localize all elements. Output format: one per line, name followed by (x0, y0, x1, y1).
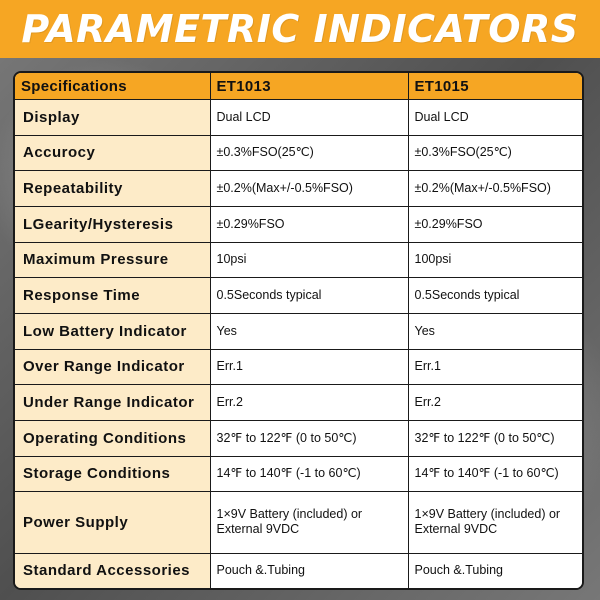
et1015-value: Err.1 (407, 348, 582, 386)
et1013-value: Err.2 (209, 384, 409, 421)
et1013-value: Dual LCD (209, 99, 409, 136)
title-banner: PARAMETRIC INDICATORS (0, 0, 600, 58)
row-label: LGearity/Hysteresis (15, 205, 211, 243)
table-row: Power Supply 1×9V Battery (included) or … (15, 491, 582, 554)
header-specifications: Specifications (15, 73, 211, 100)
row-label: Standard Accessories (15, 552, 211, 588)
row-label: Operating Conditions (15, 419, 211, 457)
row-label: Maximum Pressure (15, 241, 211, 279)
et1013-value: Pouch &.Tubing (209, 552, 409, 588)
et1015-value: Yes (407, 312, 582, 350)
et1015-value: 100psi (407, 241, 582, 279)
et1013-value: ±0.29%FSO (209, 205, 409, 243)
table-row: LGearity/Hysteresis ±0.29%FSO ±0.29%FSO (15, 205, 582, 243)
table-row: Storage Conditions 14℉ to 140℉ (-1 to 60… (15, 455, 582, 493)
et1015-value: ±0.3%FSO(25℃) (407, 134, 582, 172)
row-label: Display (15, 99, 211, 136)
table-header-row: Specifications ET1013 ET1015 (15, 73, 582, 100)
row-label: Power Supply (15, 491, 211, 554)
et1015-value: 14℉ to 140℉ (-1 to 60℃) (407, 455, 582, 493)
row-label: Accurocy (15, 134, 211, 172)
et1013-value: Err.1 (209, 348, 409, 386)
et1015-value: Err.2 (407, 384, 582, 421)
et1013-value: 1×9V Battery (included) or External 9VDC (209, 491, 409, 554)
et1015-value: Dual LCD (407, 99, 582, 136)
et1015-value: 32℉ to 122℉ (0 to 50℃) (407, 419, 582, 457)
et1015-value: 0.5Seconds typical (407, 277, 582, 314)
table-row: Standard Accessories Pouch &.Tubing Pouc… (15, 552, 582, 588)
header-et1015: ET1015 (407, 73, 582, 100)
table-row: Operating Conditions 32℉ to 122℉ (0 to 5… (15, 419, 582, 457)
table-row: Maximum Pressure 10psi 100psi (15, 241, 582, 279)
et1015-value: 1×9V Battery (included) or External 9VDC (407, 491, 582, 554)
table-row: Response Time 0.5Seconds typical 0.5Seco… (15, 277, 582, 314)
et1013-value: Yes (209, 312, 409, 350)
row-label: Low Battery Indicator (15, 312, 211, 350)
row-label: Repeatability (15, 170, 211, 207)
table-row: Repeatability ±0.2%(Max+/-0.5%FSO) ±0.2%… (15, 170, 582, 207)
spec-table: Specifications ET1013 ET1015 Display Dua… (13, 71, 584, 590)
table-row: Display Dual LCD Dual LCD (15, 99, 582, 136)
et1015-value: ±0.2%(Max+/-0.5%FSO) (407, 170, 582, 207)
et1015-value: Pouch &.Tubing (407, 552, 582, 588)
row-label: Over Range Indicator (15, 348, 211, 386)
table-row: Under Range Indicator Err.2 Err.2 (15, 384, 582, 421)
et1013-value: ±0.2%(Max+/-0.5%FSO) (209, 170, 409, 207)
row-label: Response Time (15, 277, 211, 314)
et1013-value: 32℉ to 122℉ (0 to 50℃) (209, 419, 409, 457)
header-et1013: ET1013 (209, 73, 409, 100)
table-row: Low Battery Indicator Yes Yes (15, 312, 582, 350)
row-label: Storage Conditions (15, 455, 211, 493)
table-row: Over Range Indicator Err.1 Err.1 (15, 348, 582, 386)
table-row: Accurocy ±0.3%FSO(25℃) ±0.3%FSO(25℃) (15, 134, 582, 172)
page-title: PARAMETRIC INDICATORS (21, 7, 579, 51)
row-label: Under Range Indicator (15, 384, 211, 421)
et1013-value: 10psi (209, 241, 409, 279)
et1013-value: 14℉ to 140℉ (-1 to 60℃) (209, 455, 409, 493)
et1015-value: ±0.29%FSO (407, 205, 582, 243)
et1013-value: ±0.3%FSO(25℃) (209, 134, 409, 172)
et1013-value: 0.5Seconds typical (209, 277, 409, 314)
